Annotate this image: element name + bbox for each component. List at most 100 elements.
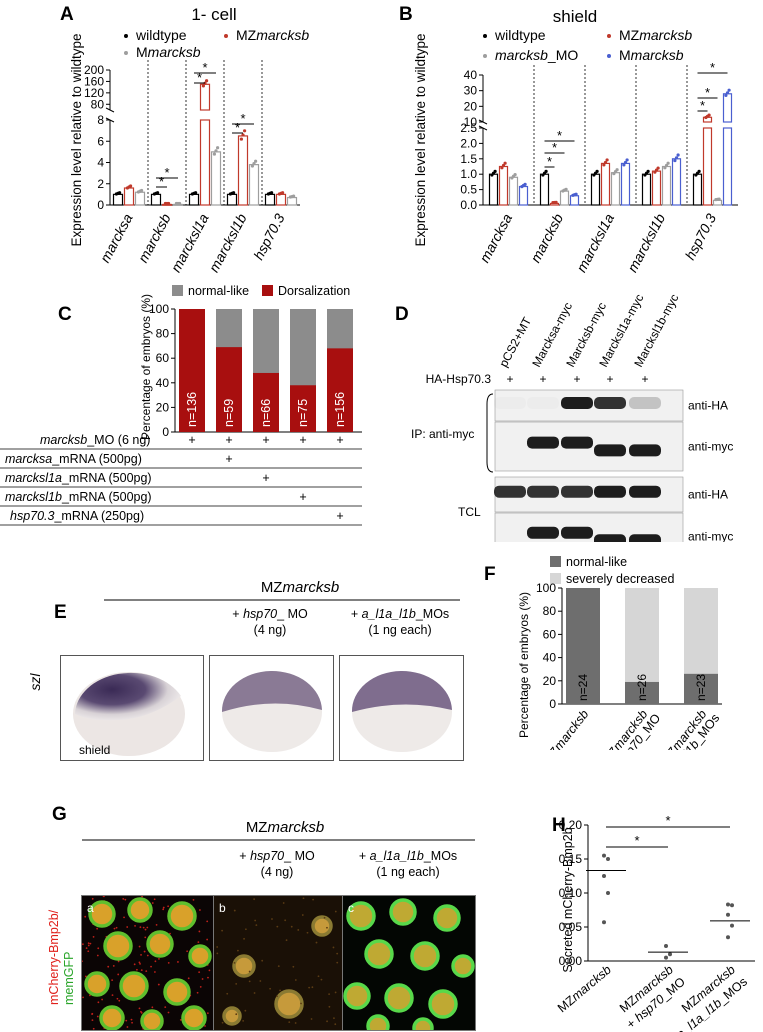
bar-dorsalization [253, 372, 279, 432]
data-point [666, 161, 670, 165]
data-point [625, 158, 629, 162]
speckle [87, 950, 90, 953]
speckle [288, 1021, 291, 1024]
speckle [235, 982, 238, 985]
speckle [87, 942, 90, 945]
data-point [167, 201, 171, 206]
speckle [197, 941, 200, 944]
blot-antibody-label: anti-myc [688, 530, 733, 543]
blot-band [594, 485, 626, 498]
label-gene: marcksa [5, 452, 52, 466]
data-point [564, 187, 568, 191]
n-label: n=136 [185, 392, 199, 427]
speckle [139, 926, 142, 929]
table-row-label: hsp70.3_mRNA (250pg) [10, 509, 144, 523]
blot-band [561, 436, 593, 449]
legend-label: Mmarcksb [136, 44, 201, 60]
panel-c-legend: normal-like Dorsalization [172, 284, 350, 298]
category-label: marcksl1a [168, 211, 212, 275]
speckle [89, 994, 91, 997]
y-tick-label: 0.00 [559, 954, 583, 968]
cell [167, 901, 197, 931]
label-prefix: M [619, 47, 631, 63]
blot-antibody-label: anti-HA [688, 488, 728, 502]
speckle [269, 987, 272, 990]
blot-band [561, 397, 593, 410]
bar [590, 173, 601, 206]
legend-marker [124, 51, 128, 55]
speckle [323, 916, 326, 919]
speckle [96, 1015, 99, 1018]
data-point [216, 146, 220, 150]
bar [508, 176, 519, 206]
label-gene: marcksb [495, 47, 548, 63]
category-label: marcksb [135, 211, 174, 265]
bar-lower-part [702, 127, 713, 206]
speckle [136, 968, 138, 971]
legend-label: MZmarcksb [236, 27, 309, 43]
speckle [101, 998, 104, 1001]
panel-h-letter: H [552, 815, 566, 836]
speckle [216, 952, 219, 955]
speckle [150, 965, 152, 968]
ha-hsp70-label: HA-Hsp70.3 [426, 372, 492, 386]
data-point [493, 169, 497, 173]
y-tick-label: 80 [156, 327, 170, 341]
speckle [253, 898, 256, 901]
speckle [145, 970, 148, 973]
speckle [141, 896, 143, 898]
speckle [206, 938, 209, 941]
speckle [271, 918, 273, 920]
data-point [730, 903, 734, 908]
speckle [140, 953, 142, 956]
data-point [500, 166, 504, 170]
speckle [248, 970, 251, 973]
label-prefix: + [359, 849, 370, 863]
n-label: n=75 [296, 399, 310, 427]
cell [389, 898, 417, 926]
condition-label: (4 ng) [254, 623, 287, 637]
speckle [308, 986, 311, 989]
label-suffix: _ MO [276, 607, 308, 621]
label-suffix: _mRNA (500pg) [61, 471, 152, 485]
legend-marker [483, 34, 487, 38]
speckle [255, 924, 258, 926]
cell [364, 939, 394, 969]
speckle [130, 1018, 133, 1021]
bar [712, 199, 723, 206]
blot-antibody-label: anti-myc [688, 440, 733, 454]
speckle [144, 936, 147, 939]
embryo-image-control: shield [60, 655, 204, 761]
panel-b-ylabel: Expression level relative to wildtype [413, 33, 428, 246]
panel-d: D pCS2+MTMarcksa-mycMarcksb-mycMarcksl1a… [395, 292, 733, 543]
n-label: n=66 [259, 399, 273, 427]
panel-e-header: MZmarcksb [261, 579, 339, 596]
y-tick-label: 20 [156, 400, 170, 414]
data-point [118, 191, 122, 195]
legend-marker [607, 34, 611, 38]
label-gene: marcksb [551, 707, 591, 750]
significance-star: * [240, 111, 245, 126]
data-point [523, 182, 527, 187]
data-point [673, 158, 677, 163]
y-tick-label: 20 [464, 99, 478, 113]
label-gene: hsp70.3 [10, 509, 55, 523]
speckle [153, 971, 156, 973]
blot-band [629, 534, 661, 542]
label-suffix: _MO [547, 47, 578, 63]
data-point [501, 163, 506, 168]
speckle [91, 1013, 94, 1015]
speckle [133, 963, 136, 966]
label-gene: hsp70 [250, 849, 284, 863]
speckle [242, 1019, 245, 1022]
embryo-control: shield [73, 672, 185, 757]
category-label: hsp70.3 [682, 211, 720, 263]
mcherry-label: mCherry-Bmp2b/ [47, 909, 61, 1005]
cell [188, 944, 212, 968]
ha-mark: + [641, 372, 648, 386]
significance-star: * [700, 98, 705, 113]
speckle [107, 965, 110, 968]
label-gene: marcksb [40, 433, 87, 447]
speckle [116, 997, 119, 1000]
speckle [146, 926, 149, 929]
